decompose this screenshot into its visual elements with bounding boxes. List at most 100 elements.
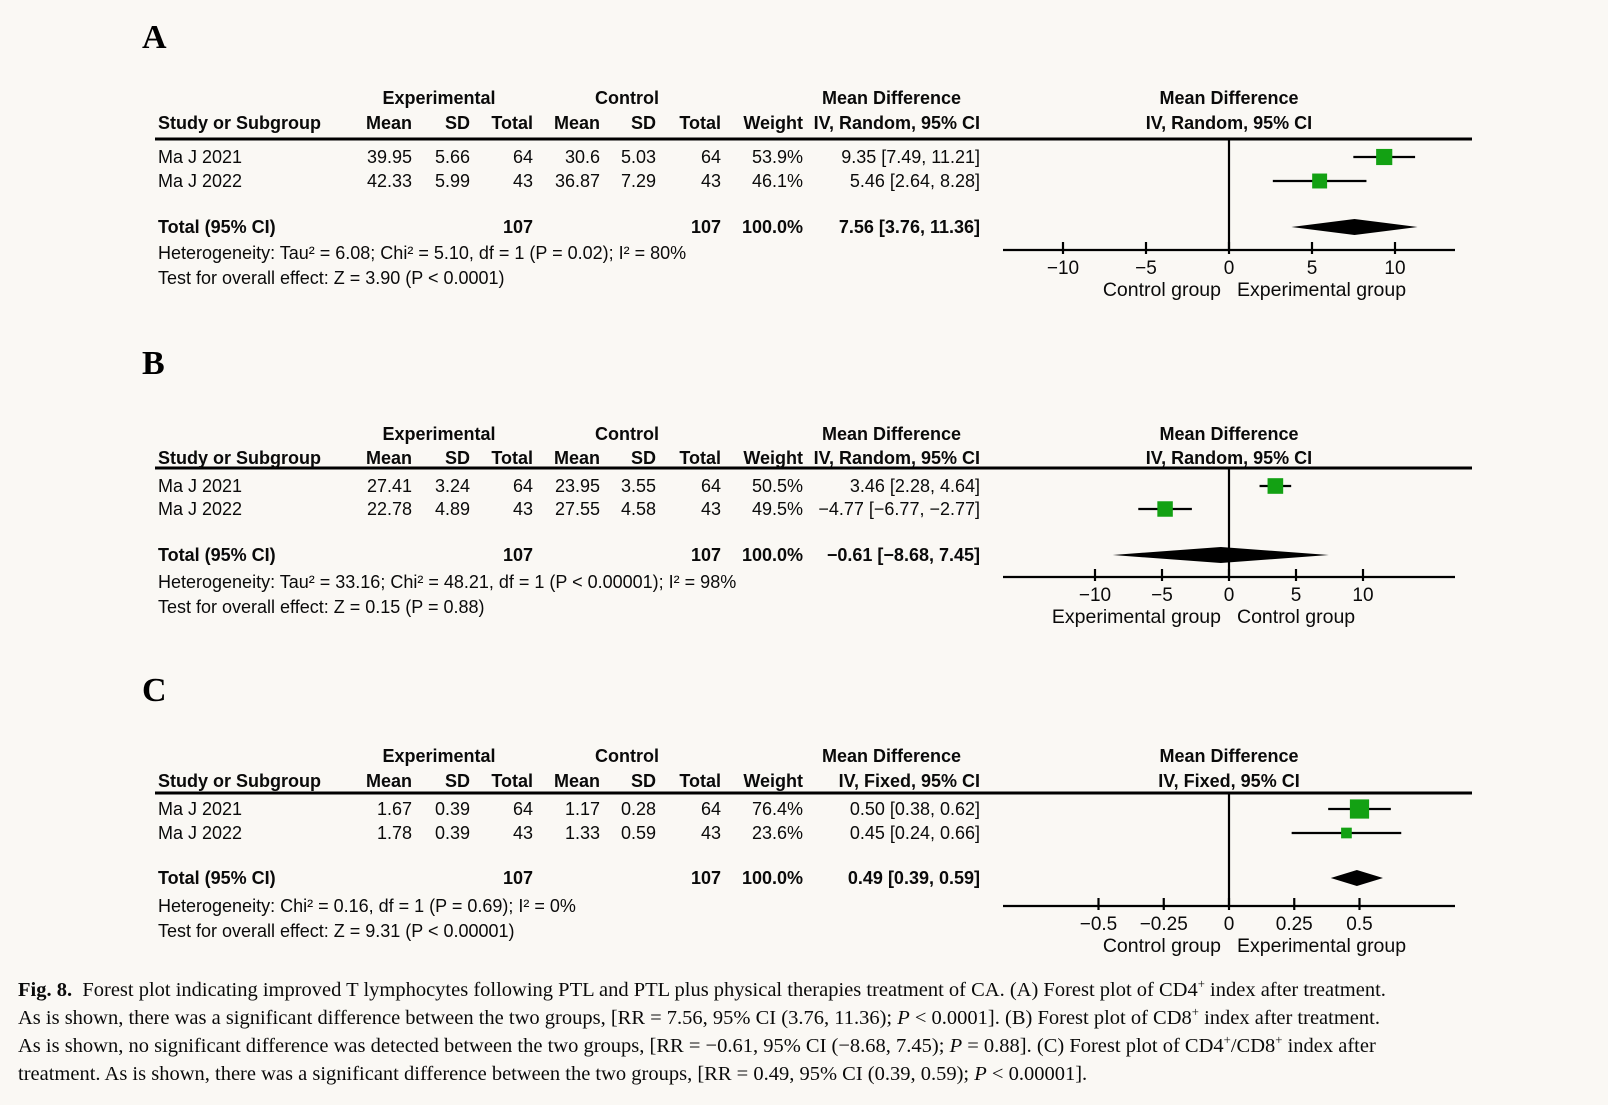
heterogeneity-text: Heterogeneity: Tau² = 6.08; Chi² = 5.10,… — [158, 243, 687, 263]
table-cell: 64 — [512, 476, 533, 496]
table-group-header: Experimental — [382, 424, 496, 444]
total-row-cell: 107 — [690, 217, 721, 237]
axis-tick-label: −0.5 — [1080, 914, 1118, 935]
axis-label-left: Experimental group — [1052, 606, 1221, 628]
axis-tick-label: 5 — [1291, 585, 1302, 606]
effect-square — [1267, 478, 1284, 494]
table-column-header: Mean — [365, 113, 412, 133]
overall-effect-text: Test for overall effect: Z = 9.31 (P < 0… — [158, 921, 515, 941]
table-cell: 50.5% — [751, 476, 803, 496]
caption-line: treatment. As is shown, there was a sign… — [18, 1060, 1600, 1088]
table-cell: 42.33 — [366, 171, 412, 191]
pooled-diamond — [1291, 219, 1418, 235]
table-cell: 43 — [512, 171, 533, 191]
table-cell: 36.87 — [554, 171, 600, 191]
table-cell: 1.17 — [564, 799, 600, 819]
caption-segment: /CD8 — [1230, 1035, 1276, 1057]
table-cell: 46.1% — [751, 171, 803, 191]
table-column-header: Mean — [553, 113, 600, 133]
table-group-header: Mean Difference — [821, 746, 962, 766]
table-cell: 5.46 [2.64, 8.28] — [849, 171, 980, 191]
caption-segment: index after treatment. — [1198, 1007, 1380, 1029]
caption-line: As is shown, no significant difference w… — [18, 1032, 1600, 1060]
total-row-cell: 100.0% — [741, 217, 803, 237]
caption-segment: + — [1197, 977, 1205, 992]
total-row-cell: 107 — [502, 868, 533, 888]
axis-tick-label: −5 — [1135, 258, 1157, 279]
caption-segment: Forest plot indicating improved T lympho… — [72, 979, 1198, 1001]
caption-segment: P — [949, 1035, 963, 1057]
table-column-header: Mean — [553, 448, 600, 468]
table-group-header: Mean Difference — [821, 88, 962, 108]
table-column-header: Mean — [553, 771, 600, 791]
table-column-header: Weight — [743, 113, 803, 133]
caption-segment: + — [1191, 1005, 1199, 1020]
table-group-header: Control — [595, 424, 659, 444]
table-cell: 5.66 — [434, 147, 470, 167]
effect-square — [1341, 827, 1352, 839]
axis-label-right: Experimental group — [1237, 279, 1406, 301]
axis-tick-label: 0.25 — [1276, 914, 1313, 935]
table-cell: −4.77 [−6.77, −2.77] — [818, 499, 980, 519]
table-group-header: Mean Difference — [821, 424, 962, 444]
plot-header-line2: IV, Fixed, 95% CI — [1158, 771, 1300, 791]
plot-header-line2: IV, Random, 95% CI — [1145, 448, 1313, 468]
effect-square — [1157, 501, 1173, 517]
study-label: Ma J 2022 — [158, 171, 243, 191]
table-cell: 64 — [512, 147, 533, 167]
axis-tick-label: 5 — [1307, 258, 1318, 279]
table-group-header: Experimental — [382, 746, 496, 766]
table-group-header: Control — [595, 746, 659, 766]
axis-tick-label: 0 — [1224, 258, 1235, 279]
table-column-header: Weight — [743, 771, 803, 791]
axis-tick-label: −10 — [1047, 258, 1079, 279]
table-cell: 64 — [512, 799, 533, 819]
table-cell: 30.6 — [564, 147, 600, 167]
total-row-cell: 107 — [502, 545, 533, 565]
total-row-cell: 7.56 [3.76, 11.36] — [838, 217, 980, 237]
axis-tick-label: 0 — [1224, 914, 1235, 935]
table-cell: 1.33 — [564, 823, 600, 843]
axis-tick-label: −10 — [1079, 585, 1111, 606]
table-cell: 22.78 — [366, 499, 412, 519]
axis-label-left: Control group — [1103, 935, 1221, 957]
axis-label-right: Experimental group — [1237, 935, 1406, 957]
table-cell: 27.41 — [366, 476, 412, 496]
overall-effect-text: Test for overall effect: Z = 0.15 (P = 0… — [158, 597, 485, 617]
caption-segment: As is shown, no significant difference w… — [18, 1035, 950, 1057]
table-cell: 64 — [700, 147, 721, 167]
axis-label-left: Control group — [1103, 279, 1221, 301]
table-column-header: Total — [679, 448, 721, 468]
caption-segment: = 0.88]. (C) Forest plot of CD4 — [962, 1035, 1224, 1057]
table-cell: 0.39 — [434, 823, 470, 843]
caption-line: Fig. 8. Forest plot indicating improved … — [18, 976, 1600, 1004]
table-column-header: SD — [444, 771, 470, 791]
axis-tick-label: −0.25 — [1140, 914, 1188, 935]
table-cell: 9.35 [7.49, 11.21] — [841, 147, 980, 167]
heterogeneity-text: Heterogeneity: Chi² = 0.16, df = 1 (P = … — [158, 896, 576, 916]
table-cell: 27.55 — [554, 499, 600, 519]
total-row-cell: −0.61 [−8.68, 7.45] — [826, 545, 980, 565]
table-column-header: Total — [491, 448, 533, 468]
study-label: Ma J 2021 — [158, 476, 243, 496]
axis-tick-label: 0 — [1224, 585, 1235, 606]
plot-header-line2: IV, Random, 95% CI — [1145, 113, 1313, 133]
table-cell: 3.24 — [434, 476, 470, 496]
study-label: Ma J 2021 — [158, 799, 243, 819]
table-column-header: IV, Random, 95% CI — [813, 113, 980, 133]
table-column-header: SD — [630, 113, 656, 133]
caption-segment: index after — [1282, 1035, 1376, 1057]
total-row-cell: 100.0% — [741, 868, 803, 888]
table-cell: 0.39 — [434, 799, 470, 819]
table-column-header: Mean — [365, 448, 412, 468]
total-row-cell: Total (95% CI) — [158, 868, 276, 888]
panel-label: B — [142, 345, 165, 382]
overall-effect-text: Test for overall effect: Z = 3.90 (P < 0… — [158, 268, 505, 288]
caption-segment: + — [1223, 1033, 1231, 1048]
pooled-diamond — [1330, 870, 1383, 886]
total-row-cell: 107 — [690, 545, 721, 565]
caption-segment: As is shown, there was a significant dif… — [18, 1007, 898, 1029]
table-column-header: Weight — [743, 448, 803, 468]
table-column-header: IV, Random, 95% CI — [813, 448, 980, 468]
